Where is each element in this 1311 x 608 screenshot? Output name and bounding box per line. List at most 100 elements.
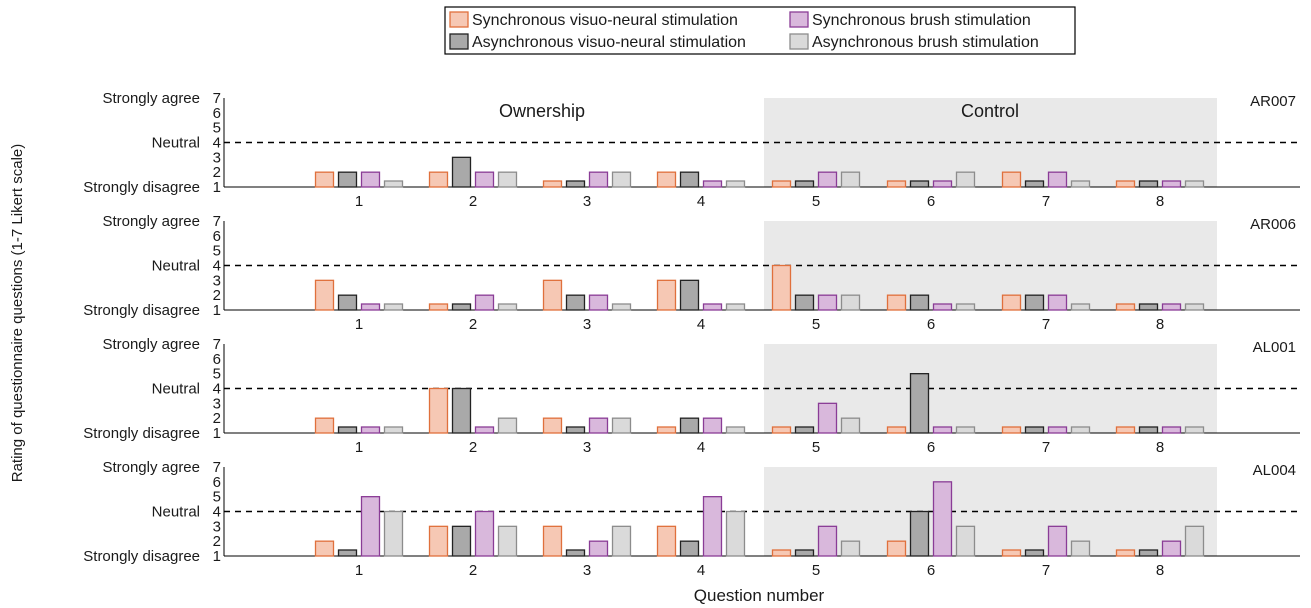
y-tick-label: 2 xyxy=(213,533,221,550)
y-label-neutral: Neutral xyxy=(152,258,200,275)
bar xyxy=(314,417,335,434)
y-label-neutral: Neutral xyxy=(152,504,200,521)
bar xyxy=(565,549,586,557)
bar xyxy=(337,171,358,188)
bar xyxy=(337,549,358,557)
y-tick-label: 4 xyxy=(213,135,221,152)
bar xyxy=(428,171,449,188)
bar xyxy=(497,525,518,557)
legend-swatch xyxy=(449,11,469,28)
bar xyxy=(909,294,930,311)
x-tick-label: 4 xyxy=(697,562,705,579)
bar xyxy=(383,180,404,188)
x-tick-label: 7 xyxy=(1042,439,1050,456)
legend-label: Synchronous brush stimulation xyxy=(812,12,1031,29)
y-tick-label: 1 xyxy=(213,548,221,565)
subject-label: AL004 xyxy=(1253,462,1296,479)
bar xyxy=(1184,525,1205,557)
x-tick-label: 3 xyxy=(583,193,591,210)
bar xyxy=(337,426,358,434)
bar xyxy=(1115,549,1136,557)
bar xyxy=(932,481,953,557)
bar xyxy=(1070,426,1091,434)
x-tick-label: 5 xyxy=(812,562,820,579)
legend-swatch xyxy=(789,11,809,28)
bar xyxy=(1161,180,1182,188)
bar xyxy=(840,294,861,311)
y-tick-label: 6 xyxy=(213,228,221,245)
bar xyxy=(497,417,518,434)
legend-label: Asynchronous visuo-neural stimulation xyxy=(472,34,746,51)
bar xyxy=(565,180,586,188)
bar xyxy=(725,180,746,188)
bar xyxy=(474,294,495,311)
bar xyxy=(1138,426,1159,434)
y-tick-label: 5 xyxy=(213,366,221,383)
x-tick-label: 1 xyxy=(355,439,363,456)
y-tick-label: 3 xyxy=(213,149,221,166)
bar xyxy=(1184,303,1205,311)
bar xyxy=(360,303,381,311)
bar xyxy=(840,171,861,188)
x-tick-label: 4 xyxy=(697,439,705,456)
bar xyxy=(611,525,632,557)
bar xyxy=(955,525,976,557)
bar xyxy=(1024,180,1045,188)
bar xyxy=(1070,180,1091,188)
bar xyxy=(497,171,518,188)
bar xyxy=(1047,294,1068,311)
bar xyxy=(840,540,861,557)
y-tick-label: 6 xyxy=(213,105,221,122)
y-tick-label: 7 xyxy=(213,336,221,353)
bar xyxy=(542,180,563,188)
region-label-control: Control xyxy=(961,101,1019,121)
bar xyxy=(565,294,586,311)
bar xyxy=(451,156,472,188)
bar xyxy=(932,180,953,188)
bar xyxy=(955,171,976,188)
bar xyxy=(588,171,609,188)
bar xyxy=(428,525,449,557)
bar xyxy=(679,171,700,188)
bar xyxy=(1001,294,1022,311)
bar xyxy=(656,279,677,311)
bar xyxy=(725,303,746,311)
bar xyxy=(817,402,838,434)
y-tick-label: 7 xyxy=(213,213,221,230)
bar xyxy=(383,510,404,557)
bar xyxy=(679,417,700,434)
y-tick-label: 1 xyxy=(213,425,221,442)
bar xyxy=(702,180,723,188)
legend-label: Asynchronous brush stimulation xyxy=(812,34,1039,51)
x-tick-label: 6 xyxy=(927,193,935,210)
bar xyxy=(817,171,838,188)
x-tick-label: 3 xyxy=(583,439,591,456)
bar xyxy=(1138,180,1159,188)
legend: Synchronous visuo-neural stimulation Sync… xyxy=(444,6,1076,55)
bar xyxy=(702,303,723,311)
bar xyxy=(771,264,792,311)
bar xyxy=(771,180,792,188)
bar xyxy=(611,171,632,188)
x-tick-label: 1 xyxy=(355,562,363,579)
x-tick-label: 8 xyxy=(1156,439,1164,456)
bar xyxy=(497,303,518,311)
bar xyxy=(932,426,953,434)
y-label-strongly-disagree: Strongly disagree xyxy=(83,302,200,319)
y-tick-label: 4 xyxy=(213,504,221,521)
bar xyxy=(565,426,586,434)
bar xyxy=(656,426,677,434)
x-tick-label: 4 xyxy=(697,193,705,210)
y-label-strongly-agree: Strongly agree xyxy=(102,459,200,476)
x-tick-label: 7 xyxy=(1042,562,1050,579)
bar xyxy=(817,525,838,557)
x-tick-label: 8 xyxy=(1156,316,1164,333)
x-tick-label: 1 xyxy=(355,193,363,210)
bar xyxy=(656,171,677,188)
bar xyxy=(1138,303,1159,311)
bar xyxy=(588,417,609,434)
bar xyxy=(1115,426,1136,434)
